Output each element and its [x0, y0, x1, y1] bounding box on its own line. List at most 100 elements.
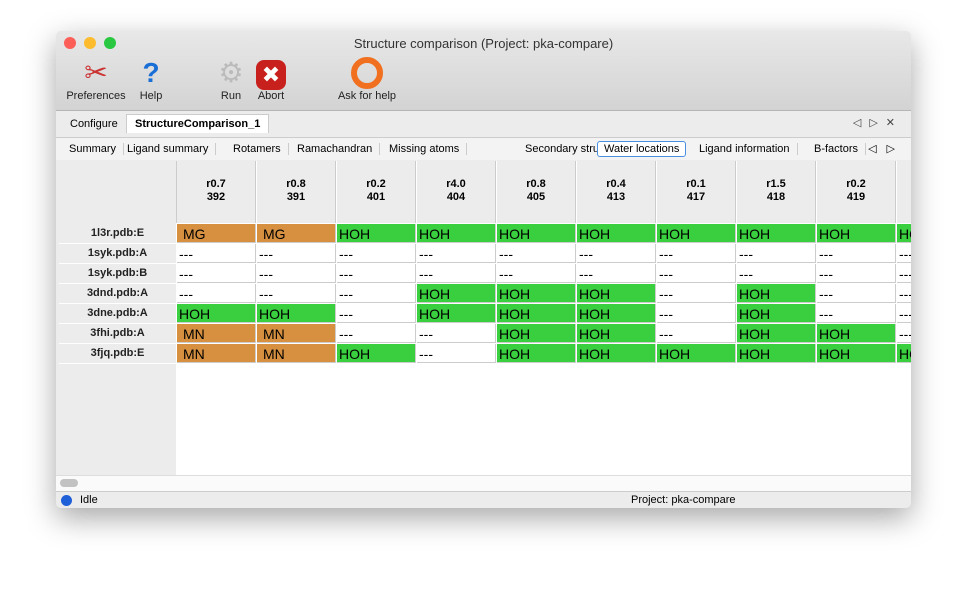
table-cell[interactable]: --- — [257, 244, 336, 263]
table-cell[interactable]: HOH — [337, 224, 416, 243]
table-cell[interactable]: HOH — [577, 224, 656, 243]
horizontal-scrollbar[interactable] — [56, 475, 911, 491]
subtab-summary[interactable]: Summary — [62, 143, 125, 155]
tab-scroll-right-icon[interactable]: ▷ — [869, 117, 886, 129]
table-cell[interactable]: --- — [337, 284, 416, 303]
table-cell[interactable]: --- — [497, 264, 576, 283]
table-cell[interactable]: HOH — [177, 304, 256, 323]
table-cell[interactable]: HOH — [337, 344, 416, 363]
table-cell[interactable]: HOH — [417, 284, 496, 303]
table-cell[interactable]: --- — [817, 264, 896, 283]
table-cell[interactable]: --- — [817, 244, 896, 263]
table-cell[interactable]: HOH — [817, 324, 896, 343]
subtab-rotamers[interactable]: Rotamers — [226, 143, 289, 155]
column-header[interactable]: r0.2 419 — [817, 161, 896, 223]
subtab-b-factors[interactable]: B-factors — [807, 143, 867, 155]
table-cell[interactable]: HOH — [497, 224, 576, 243]
column-header[interactable]: r0.2 401 — [337, 161, 416, 223]
table-cell[interactable]: --- — [897, 284, 911, 303]
zoom-button[interactable] — [104, 37, 116, 49]
table-cell[interactable]: --- — [257, 284, 336, 303]
row-header[interactable]: 3fhi.pdb:A — [59, 324, 176, 344]
table-cell[interactable]: --- — [577, 264, 656, 283]
column-header[interactable]: r0.1 417 — [657, 161, 736, 223]
table-cell[interactable]: --- — [337, 324, 416, 343]
table-cell[interactable]: --- — [897, 304, 911, 323]
scrollbar-thumb[interactable] — [60, 479, 78, 487]
table-cell[interactable]: MN — [177, 344, 256, 363]
table-cell[interactable]: HOH — [577, 284, 656, 303]
table-cell[interactable]: HOH — [417, 304, 496, 323]
table-cell[interactable]: HOH — [657, 344, 736, 363]
row-header[interactable]: 3dnd.pdb:A — [59, 284, 176, 304]
table-cell[interactable]: --- — [417, 244, 496, 263]
table-cell[interactable]: HOH — [497, 344, 576, 363]
subtab-water-locations[interactable]: Water locations — [597, 141, 687, 157]
table-cell[interactable]: --- — [737, 264, 816, 283]
run-button[interactable]: ⚙ Run — [214, 56, 248, 102]
table-cell[interactable]: HOH — [737, 224, 816, 243]
table-cell[interactable]: --- — [417, 344, 496, 363]
table-cell[interactable]: --- — [657, 264, 736, 283]
table-cell[interactable]: --- — [337, 304, 416, 323]
table-cell[interactable]: MG — [257, 224, 336, 243]
tab-configure[interactable]: Configure — [70, 118, 118, 130]
close-tab-icon[interactable]: ✕ — [885, 117, 903, 129]
table-cell[interactable]: --- — [897, 244, 911, 263]
subtab-ligand-summary[interactable]: Ligand summary — [120, 143, 217, 155]
table-cell[interactable]: MN — [177, 324, 256, 343]
table-cell[interactable]: --- — [257, 264, 336, 283]
table-cell[interactable]: --- — [577, 244, 656, 263]
table-cell[interactable]: HOH — [497, 304, 576, 323]
table-cell[interactable]: HOH — [897, 224, 911, 243]
table-cell[interactable]: HOH — [417, 224, 496, 243]
table-cell[interactable]: HOH — [577, 324, 656, 343]
table-cell[interactable]: --- — [737, 244, 816, 263]
table-cell[interactable]: --- — [817, 304, 896, 323]
table-cell[interactable]: HOH — [737, 344, 816, 363]
close-button[interactable] — [64, 37, 76, 49]
table-cell[interactable]: --- — [657, 304, 736, 323]
minimize-button[interactable] — [84, 37, 96, 49]
row-header[interactable]: 3dne.pdb:A — [59, 304, 176, 324]
column-header[interactable]: r0.8 405 — [497, 161, 576, 223]
tab-structurecomparison-1[interactable]: StructureComparison_1 — [126, 114, 270, 133]
subtab-ramachandran[interactable]: Ramachandran — [290, 143, 381, 155]
column-header[interactable]: r0.7 392 — [177, 161, 256, 223]
table-cell[interactable]: --- — [177, 284, 256, 303]
tab-scroll-left-icon[interactable]: ◁ — [852, 117, 870, 129]
subtab-scroll-right-icon[interactable]: ▷ — [886, 143, 905, 155]
table-cell[interactable]: MG — [177, 224, 256, 243]
column-header[interactable]: r1.5 418 — [737, 161, 816, 223]
help-button[interactable]: ? Help — [134, 56, 168, 102]
column-header[interactable]: r0.8 391 — [257, 161, 336, 223]
row-header[interactable]: 1syk.pdb:A — [59, 244, 176, 264]
column-header[interactable]: r0.4 413 — [577, 161, 656, 223]
table-cell[interactable]: HOH — [737, 284, 816, 303]
table-cell[interactable]: --- — [897, 324, 911, 343]
table-cell[interactable]: --- — [817, 284, 896, 303]
table-cell[interactable]: HOH — [737, 324, 816, 343]
table-cell[interactable]: --- — [337, 264, 416, 283]
table-cell[interactable]: HOH — [497, 324, 576, 343]
table-cell[interactable]: --- — [657, 244, 736, 263]
table-cell[interactable]: --- — [897, 264, 911, 283]
table-cell[interactable]: HOH — [657, 224, 736, 243]
table-cell[interactable]: HOH — [737, 304, 816, 323]
table-cell[interactable]: HOH — [257, 304, 336, 323]
table-cell[interactable]: --- — [657, 284, 736, 303]
table-cell[interactable]: --- — [417, 324, 496, 343]
subtab-ligand-information[interactable]: Ligand information — [692, 143, 798, 155]
subtab-missing-atoms[interactable]: Missing atoms — [382, 143, 468, 155]
table-cell[interactable]: --- — [177, 264, 256, 283]
table-cell[interactable]: HOH — [897, 344, 911, 363]
table-cell[interactable]: --- — [177, 244, 256, 263]
table-cell[interactable]: --- — [417, 264, 496, 283]
table-cell[interactable]: MN — [257, 344, 336, 363]
row-header[interactable]: 3fjq.pdb:E — [59, 344, 176, 364]
preferences-button[interactable]: ✂ Preferences — [62, 56, 130, 102]
table-cell[interactable]: --- — [497, 244, 576, 263]
table-cell[interactable]: HOH — [817, 344, 896, 363]
table-cell[interactable]: HOH — [577, 344, 656, 363]
column-header[interactable] — [897, 161, 911, 223]
